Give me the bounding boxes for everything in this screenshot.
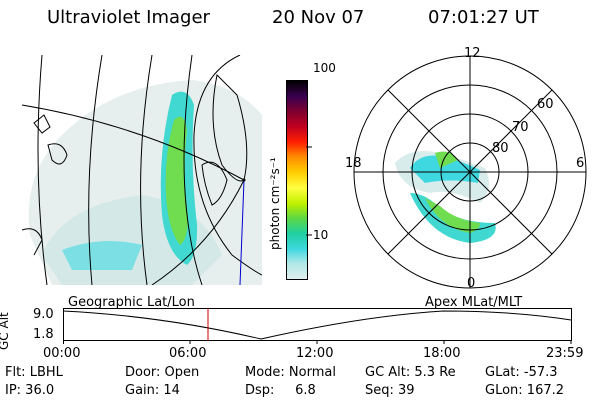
colorbar-unit-label: photon cm⁻²s⁻¹ xyxy=(268,157,282,250)
geographic-image xyxy=(22,55,262,285)
instrument-title: Ultraviolet Imager xyxy=(47,7,210,28)
timeline-x-tick-4: 23:59 xyxy=(546,346,584,361)
terminator-line xyxy=(239,179,245,285)
colorbar-tick-label-10: 10 xyxy=(313,228,329,242)
status-gain: Gain: 14 xyxy=(125,383,180,398)
parallel-line xyxy=(151,179,245,285)
limb-outline xyxy=(193,55,262,276)
timeline-y-tick-high: 9.0 xyxy=(33,307,54,322)
emission-patch xyxy=(62,241,142,270)
status-glat: GLat: -57.3 xyxy=(485,365,558,380)
timeline-x-tick-0: 00:00 xyxy=(43,346,81,361)
pole-point xyxy=(242,178,246,182)
timeline-x-tick-3: 18:00 xyxy=(423,346,461,361)
colorbar-ticks xyxy=(306,146,312,236)
status-dsp: Dsp: 6.8 xyxy=(245,383,316,398)
parallel-line xyxy=(22,104,245,181)
timeline-frame xyxy=(63,308,572,341)
auroral-oval-core xyxy=(165,116,188,245)
emission-core xyxy=(435,151,458,168)
timeline-x-ticks xyxy=(63,340,572,344)
mlt-label-top: 12 xyxy=(464,46,481,61)
status-door: Door: Open xyxy=(125,365,200,380)
coastline xyxy=(22,228,43,256)
timeline-y-label: GC Alt xyxy=(0,312,11,350)
status-filter: Flt: LBHL xyxy=(5,365,63,380)
mlt-label-right: 6 xyxy=(576,156,585,171)
mlt-label-left: 18 xyxy=(345,156,362,171)
lat-label-60: 60 xyxy=(537,97,554,112)
colorbar-gradient xyxy=(287,81,307,279)
lat-label-80: 80 xyxy=(492,141,509,156)
colorbar-tick-label-100: 100 xyxy=(313,61,336,75)
mlt-label-bottom: 0 xyxy=(467,276,476,291)
status-seq: Seq: 39 xyxy=(365,383,415,398)
status-ip: IP: 36.0 xyxy=(5,383,55,398)
emission-core xyxy=(425,198,480,233)
status-mode: Mode: Normal xyxy=(245,365,336,380)
meridian-line xyxy=(88,55,103,285)
timeline-x-tick-1: 06:00 xyxy=(169,346,207,361)
meridian-line xyxy=(140,55,153,285)
colorbar xyxy=(286,80,308,280)
coastline xyxy=(201,161,228,206)
meridian-line xyxy=(37,55,48,285)
coastline xyxy=(212,73,248,182)
timeline-y-tick-low: 1.8 xyxy=(33,327,54,342)
emission-band xyxy=(410,155,480,183)
lat-label-70: 70 xyxy=(512,120,529,135)
altitude-curve xyxy=(63,310,572,340)
island-outline xyxy=(33,114,51,134)
status-gc-alt: GC Alt: 5.3 Re xyxy=(365,365,456,380)
meridian-line xyxy=(183,55,203,285)
status-glon: GLon: 167.2 xyxy=(485,383,565,398)
pole-marker xyxy=(468,170,472,174)
polar-plot xyxy=(353,55,587,289)
timeline-left-title: Geographic Lat/Lon xyxy=(68,295,195,310)
altitude-timeline xyxy=(63,308,572,344)
observation-time: 07:01:27 UT xyxy=(428,7,539,28)
timeline-right-title: Apex MLat/MLT xyxy=(425,295,523,310)
timeline-x-tick-2: 12:00 xyxy=(296,346,334,361)
island-outline xyxy=(47,143,68,165)
observation-date: 20 Nov 07 xyxy=(272,7,365,28)
